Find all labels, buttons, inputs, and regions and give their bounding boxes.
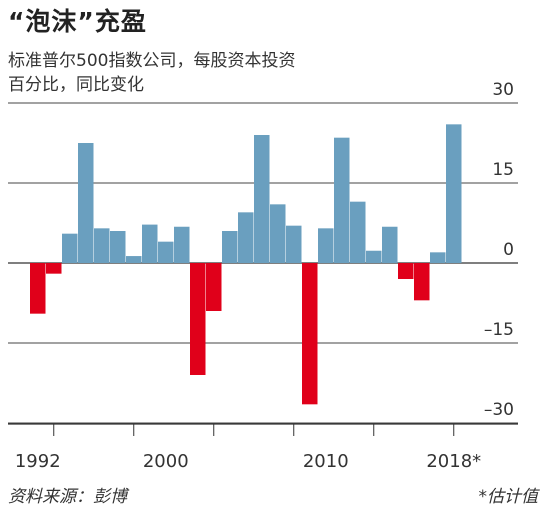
- bar-2004: [222, 231, 238, 263]
- bar-1996: [94, 228, 110, 263]
- bar-2012: [350, 201, 366, 263]
- bar-1992: [30, 263, 46, 314]
- bar-2003: [206, 263, 222, 311]
- source-note: 资料来源：彭博: [8, 487, 127, 507]
- y-tick-label: 0: [503, 240, 514, 260]
- bar-2008: [286, 225, 302, 263]
- bar-2007: [270, 204, 286, 263]
- y-tick-label: 30: [492, 80, 514, 100]
- bar-2002: [190, 263, 206, 375]
- bar-2017: [430, 252, 446, 263]
- y-tick-label: –30: [484, 400, 514, 420]
- bar-2009: [302, 263, 318, 405]
- chart-subtitle-line1: 标准普尔500指数公司，每股资本投资: [8, 51, 296, 71]
- bar-2000: [158, 241, 174, 263]
- bar-1998: [126, 256, 142, 263]
- x-tick-label: 2018*: [426, 451, 481, 472]
- chart-title: “泡沫”充盈: [8, 7, 147, 36]
- bar-2015: [398, 263, 414, 279]
- bar-2016: [414, 263, 430, 301]
- estimate-note: *估计值: [478, 487, 539, 507]
- y-tick-label: 15: [492, 160, 514, 180]
- bar-2018: [446, 124, 462, 263]
- x-tick-label: 2010: [303, 451, 349, 472]
- bar-2006: [254, 135, 270, 263]
- bar-1995: [78, 143, 94, 263]
- bar-2011: [334, 137, 350, 263]
- bar-2005: [238, 212, 254, 263]
- bar-1993: [46, 263, 62, 274]
- bar-2013: [366, 250, 382, 263]
- y-tick-label: –15: [484, 320, 514, 340]
- bar-1999: [142, 224, 158, 263]
- bar-2001: [174, 226, 190, 263]
- x-tick-label: 2000: [143, 451, 189, 472]
- bar-2014: [382, 226, 398, 263]
- bar-1994: [62, 233, 78, 263]
- bar-1997: [110, 231, 126, 263]
- bar-2010: [318, 228, 334, 263]
- chart-subtitle-line2: 百分比，同比变化: [8, 75, 144, 95]
- x-tick-label: 1992: [15, 451, 61, 472]
